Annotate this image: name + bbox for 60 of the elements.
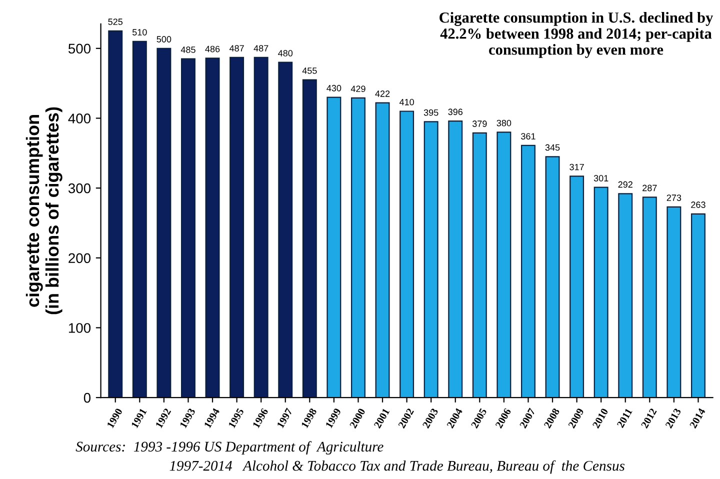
bar xyxy=(302,79,317,398)
y-tick-label: 0 xyxy=(84,392,91,403)
source-note: Sources: 1993 -1996 US Department of Agriculture xyxy=(76,441,384,455)
y-tick-label: 300 xyxy=(68,183,91,194)
data-label: 379 xyxy=(472,120,487,127)
data-label: 345 xyxy=(545,144,560,151)
data-label: 361 xyxy=(521,133,536,140)
bar xyxy=(254,56,268,398)
data-label: 500 xyxy=(156,36,172,42)
data-label: 273 xyxy=(666,194,682,201)
data-label: 317 xyxy=(570,164,584,170)
y-tick-label: 400 xyxy=(68,114,91,124)
y-tick-label: 500 xyxy=(68,44,91,54)
data-label: 487 xyxy=(229,45,244,52)
data-label: 430 xyxy=(326,84,342,92)
bar xyxy=(642,196,657,398)
bar xyxy=(132,40,147,398)
bar xyxy=(618,193,633,398)
bar xyxy=(230,56,244,398)
data-label: 301 xyxy=(594,175,608,182)
y-tick-label: 200 xyxy=(68,253,91,264)
data-label: 292 xyxy=(618,181,632,188)
data-label: 396 xyxy=(448,108,463,116)
data-label: 487 xyxy=(254,45,268,52)
data-label: 525 xyxy=(108,18,123,25)
bar xyxy=(594,186,608,398)
data-label: 510 xyxy=(132,29,147,36)
bar xyxy=(666,206,682,398)
bar xyxy=(180,58,196,398)
data-label: 422 xyxy=(375,90,390,97)
y-tick-label: 100 xyxy=(68,323,91,333)
bar xyxy=(448,120,463,398)
bar xyxy=(326,96,342,398)
bar xyxy=(690,213,706,398)
data-label: 485 xyxy=(180,46,196,53)
data-label: 410 xyxy=(399,98,414,106)
data-label: 480 xyxy=(278,50,293,56)
bar xyxy=(570,176,584,398)
bar xyxy=(520,144,536,398)
data-label: 263 xyxy=(691,202,706,208)
bar xyxy=(496,132,512,398)
bar xyxy=(108,30,123,398)
data-label: 455 xyxy=(302,68,317,74)
data-label: 429 xyxy=(350,86,366,92)
bar xyxy=(424,121,438,398)
bar xyxy=(205,58,220,398)
bar xyxy=(350,97,366,398)
data-label: 486 xyxy=(205,46,220,52)
chart-title: Cigarette consumption in U.S. declined by 42.2% between 1998 and 2014; per-capita consumption by even more xyxy=(440,12,714,58)
data-label: 395 xyxy=(424,109,438,116)
bar xyxy=(375,102,390,398)
bar xyxy=(472,132,487,398)
bar xyxy=(278,62,293,398)
bar xyxy=(156,48,172,398)
bar xyxy=(545,156,560,398)
y-axis-title: cigarette consumption (in billions of cigarettes) xyxy=(26,107,62,314)
text: 1997-2014 Alcohol & Tobacco Tax and Trade Bureau, Bureau of the Census xyxy=(170,460,624,474)
data-label: 380 xyxy=(496,120,512,126)
bar xyxy=(400,110,414,398)
data-label: 287 xyxy=(642,184,657,192)
